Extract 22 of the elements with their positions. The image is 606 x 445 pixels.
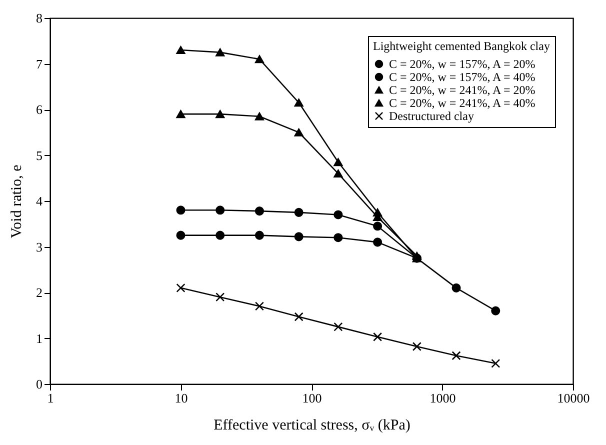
legend-title: Lightweight cemented Bangkok clay [373, 39, 550, 53]
y-axis-title: Void ratio, e [9, 164, 25, 238]
y-tick-label: 1 [36, 330, 42, 346]
x-tick-label: 1000 [430, 390, 456, 406]
y-tick-label: 8 [36, 10, 42, 26]
y-tick-label: 5 [36, 148, 42, 163]
x-tick-label: 100 [302, 390, 322, 406]
legend-label: C = 20%, w = 157%, A = 40% [389, 70, 536, 84]
x-axis-title: Effective vertical stress, σᵥ (kPa) [214, 418, 410, 434]
y-tick-label: 6 [36, 102, 43, 117]
y-tick-label: 4 [36, 194, 43, 208]
legend-label: Destructured clay [389, 109, 474, 123]
y-tick-label: 3 [36, 239, 42, 254]
y-tick-label: 0 [36, 376, 42, 392]
x-tick-label: 10 [174, 390, 188, 406]
y-tick-label: 2 [36, 285, 42, 300]
legend-label: C = 20%, w = 241%, A = 40% [389, 96, 536, 110]
x-tick-label: 10000 [557, 390, 590, 406]
legend-label: C = 20%, w = 157%, A = 20% [389, 57, 536, 71]
legend-label: C = 20%, w = 241%, A = 20% [389, 83, 536, 97]
y-tick-label: 7 [36, 56, 43, 72]
x-tick-label: 1 [47, 390, 54, 406]
